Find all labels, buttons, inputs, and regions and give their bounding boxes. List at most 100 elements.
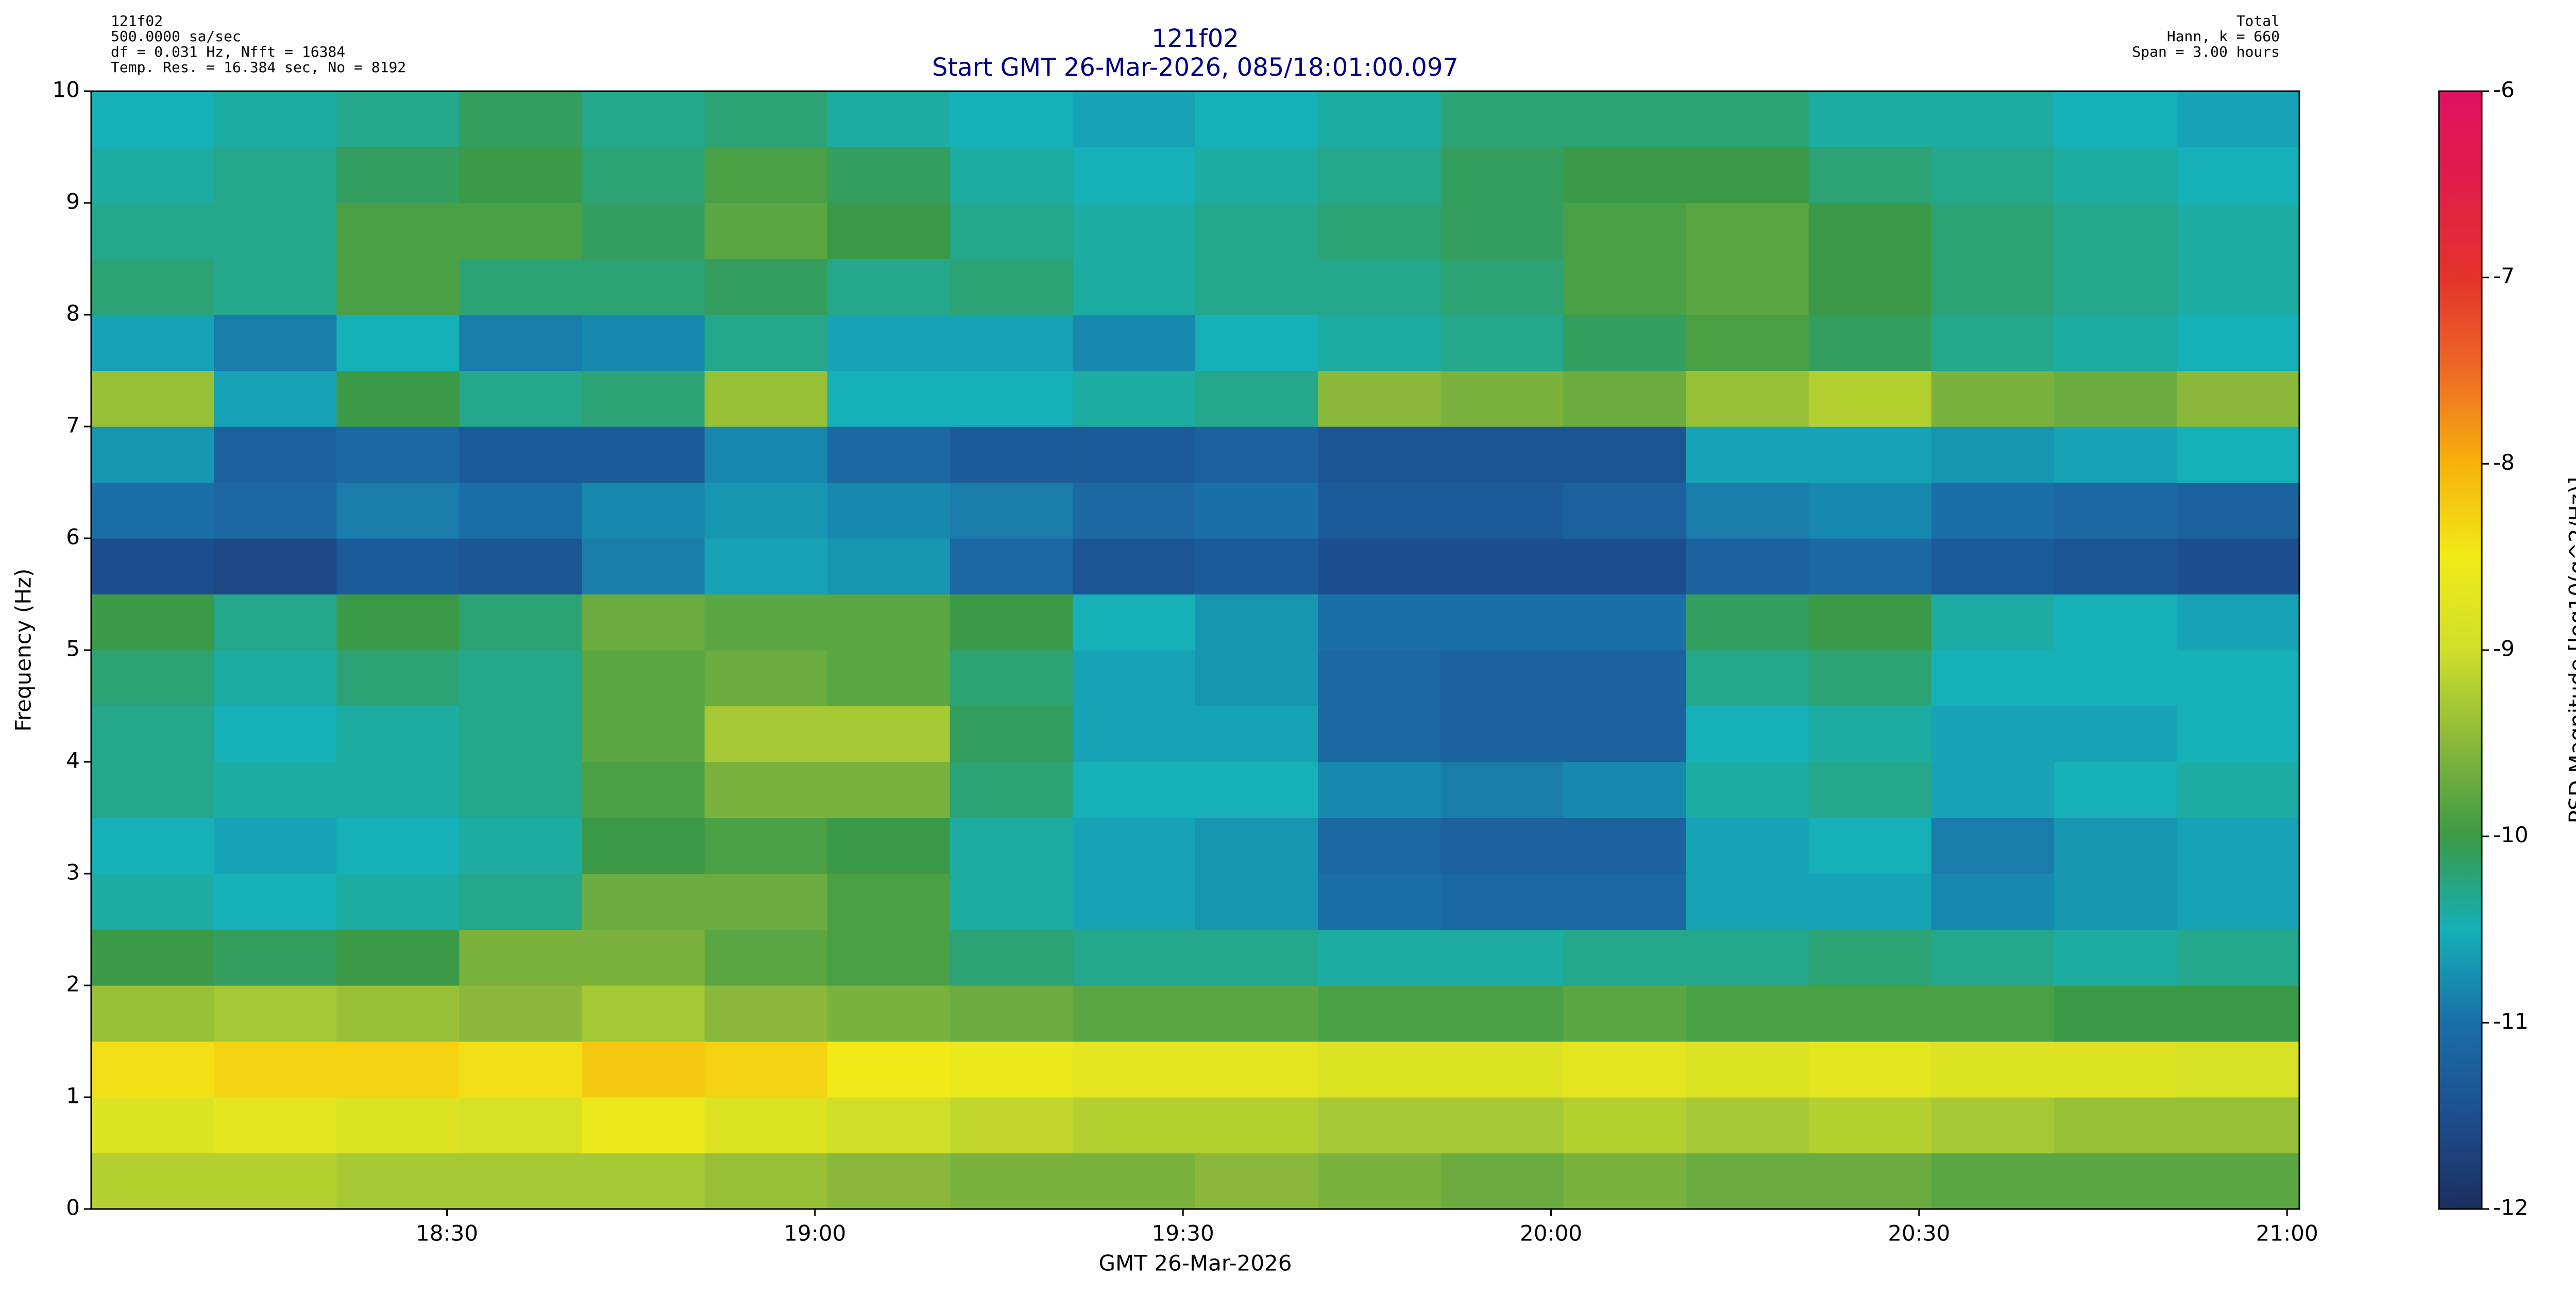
cell [704, 315, 828, 371]
cell [1318, 1097, 1441, 1153]
cell [2054, 427, 2177, 483]
colorbar-tick-label: -11 [2493, 1009, 2529, 1034]
cell [1440, 427, 1564, 483]
cell [91, 818, 214, 874]
cell [1808, 706, 1932, 762]
cell [1563, 259, 1686, 315]
cell [582, 427, 705, 483]
cell [827, 929, 951, 986]
cell [1808, 650, 1932, 706]
cell [1931, 818, 2055, 874]
cell [827, 818, 951, 874]
cell [1195, 985, 1318, 1042]
cell [950, 874, 1073, 930]
cell [336, 594, 460, 651]
cell [950, 1097, 1073, 1153]
cell [704, 929, 828, 986]
chart-title: 121f02 [1151, 24, 1239, 53]
cell [1195, 370, 1318, 427]
cell [827, 482, 951, 539]
cell [1808, 482, 1932, 539]
cell [950, 147, 1073, 203]
cell [1808, 762, 1932, 818]
cell [1808, 929, 1932, 986]
cell [1072, 315, 1196, 371]
cell [459, 929, 582, 986]
cell [1808, 538, 1932, 594]
cell [1440, 370, 1564, 427]
cell [2176, 874, 2300, 930]
cell [459, 259, 582, 315]
cell [1440, 706, 1564, 762]
cell [1195, 818, 1318, 874]
cell [1195, 315, 1318, 371]
cell [1318, 1041, 1441, 1098]
cell [336, 762, 460, 818]
colorbar-tick-label: -9 [2493, 636, 2515, 661]
cell [1072, 818, 1196, 874]
y-tick-label: 4 [66, 748, 80, 773]
heatmap [91, 91, 2300, 1210]
cell [1931, 650, 2055, 706]
cell [336, 1041, 460, 1098]
y-tick-label: 7 [66, 413, 80, 438]
cell [1072, 762, 1196, 818]
cell [1563, 1153, 1686, 1210]
cell [2176, 1097, 2300, 1153]
cell [2176, 203, 2300, 259]
cell [214, 147, 337, 203]
cell [91, 594, 214, 651]
cell [459, 985, 582, 1042]
cell [1318, 147, 1441, 203]
cell [827, 706, 951, 762]
cell [1195, 1153, 1318, 1210]
cell [459, 315, 582, 371]
cell [2054, 370, 2177, 427]
cell [1931, 259, 2055, 315]
cell [1563, 1041, 1686, 1098]
y-tick-label: 2 [66, 972, 80, 997]
cell [1931, 1041, 2055, 1098]
cell [1072, 1041, 1196, 1098]
y-tick-label: 10 [53, 77, 80, 103]
cell [582, 538, 705, 594]
info-left: Temp. Res. = 16.384 sec, No = 8192 [111, 59, 406, 76]
cell [1072, 482, 1196, 539]
cell [1808, 1153, 1932, 1210]
cell [1563, 985, 1686, 1042]
cell [336, 1153, 460, 1210]
cell [91, 1041, 214, 1098]
colorbar-tick-label: -10 [2493, 822, 2529, 847]
cell [2176, 147, 2300, 203]
cell [1931, 203, 2055, 259]
cell [1440, 538, 1564, 594]
cell [1318, 929, 1441, 986]
cell [1931, 482, 2055, 539]
cell [1931, 315, 2055, 371]
cell [582, 315, 705, 371]
cell [704, 91, 828, 147]
cell [2054, 706, 2177, 762]
cell [950, 650, 1073, 706]
cell [91, 706, 214, 762]
x-tick-label: 20:30 [1888, 1221, 1950, 1246]
cell [459, 147, 582, 203]
cell [1931, 1153, 2055, 1210]
info-left: 121f02 [111, 12, 163, 29]
cell [950, 818, 1073, 874]
cell [1686, 315, 1809, 371]
cell [2054, 874, 2177, 930]
cell [1808, 370, 1932, 427]
cell [1563, 594, 1686, 651]
cell [827, 1097, 951, 1153]
cell [2054, 482, 2177, 539]
cell [91, 762, 214, 818]
cell [1318, 315, 1441, 371]
cell [214, 203, 337, 259]
cell [1931, 147, 2055, 203]
cell [1563, 874, 1686, 930]
cell [2054, 650, 2177, 706]
cell [704, 203, 828, 259]
cell [1195, 762, 1318, 818]
cell [1440, 259, 1564, 315]
